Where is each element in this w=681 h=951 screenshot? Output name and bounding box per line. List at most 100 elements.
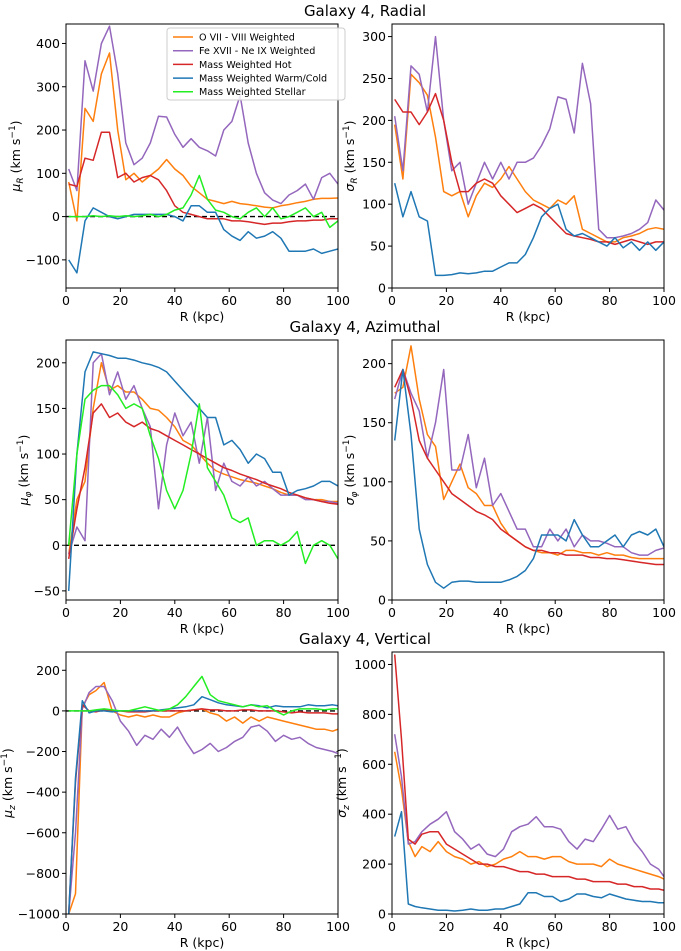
y-axis-label: σz (km s−1): [334, 748, 352, 818]
y-tick-label: 150: [362, 155, 386, 170]
y-tick-label: 200: [362, 857, 386, 872]
x-tick-label: 100: [326, 919, 350, 934]
y-tick-label: 400: [362, 807, 386, 822]
series-line-ovii: [393, 751, 664, 880]
x-tick-label: 20: [112, 605, 128, 620]
y-tick-label: 0: [52, 209, 60, 224]
legend-label-stellar: Mass Weighted Stellar: [199, 87, 306, 98]
y-axis-label: μR (km s−1): [8, 120, 26, 192]
x-tick-label: 20: [112, 293, 128, 308]
x-tick-label: 100: [652, 605, 676, 620]
legend-box: [166, 27, 346, 101]
plot-frame: [65, 651, 339, 915]
x-tick-label: 60: [547, 919, 563, 934]
y-axis-label: μz (km s−1): [0, 748, 18, 819]
y-axis-label: σφ (km s−1): [342, 435, 360, 506]
series-line-fexvii: [393, 368, 664, 556]
series-line-stellar: [68, 675, 338, 716]
series-line-warm: [393, 810, 664, 912]
y-tick-label: −400: [26, 785, 60, 800]
y-tick-label: 200: [36, 663, 60, 678]
series-line-fexvii: [67, 25, 338, 205]
y-tick-label: −1000: [18, 907, 60, 922]
x-axis-label: R (kpc): [180, 621, 224, 636]
y-tick-label: 200: [36, 355, 60, 370]
chart-title: Galaxy 4, Radial: [304, 2, 426, 20]
x-tick-label: 20: [438, 919, 454, 934]
x-axis-label: R (kpc): [180, 935, 224, 950]
x-axis-label: R (kpc): [180, 309, 224, 324]
y-tick-label: −200: [26, 744, 60, 759]
plot-frame: [65, 23, 339, 289]
panel-radial-mu: Galaxy 4, Radial 0 20 40 60 80 100 −100 0 100 200 3…: [8, 2, 426, 324]
x-tick-label: 20: [438, 605, 454, 620]
x-tick-label: 0: [388, 605, 396, 620]
y-tick-label: 100: [362, 474, 386, 489]
series-line-fexvii: [67, 685, 338, 914]
series-line-hot: [393, 654, 664, 892]
x-tick-label: 80: [602, 919, 618, 934]
y-tick-label: 300: [36, 79, 60, 94]
x-tick-label: 100: [652, 919, 676, 934]
plot-frame: [391, 651, 665, 915]
series-line-hot: [67, 403, 338, 560]
series-line-warm: [393, 183, 664, 277]
y-tick-label: 250: [362, 71, 386, 86]
y-tick-label: 0: [52, 703, 60, 718]
y-tick-label: −800: [26, 866, 60, 881]
y-tick-label: 300: [362, 29, 386, 44]
series-line-ovii: [394, 345, 664, 560]
series-line-hot: [394, 92, 664, 246]
x-tick-label: 60: [221, 919, 237, 934]
series-line-stellar: [68, 174, 338, 229]
plot-frame: [391, 23, 665, 289]
series-line-hot: [394, 368, 664, 566]
series-line-fexvii: [67, 352, 338, 555]
y-tick-label: 100: [362, 197, 386, 212]
y-tick-label: 0: [378, 593, 386, 608]
y-tick-label: 50: [370, 533, 386, 548]
x-tick-label: 40: [167, 605, 183, 620]
y-tick-label: −50: [34, 583, 60, 598]
chart-title: Galaxy 4, Vertical: [299, 630, 431, 648]
x-tick-label: 80: [602, 293, 618, 308]
series-line-warm: [67, 351, 338, 591]
x-tick-label: 0: [62, 605, 70, 620]
y-tick-label: 100: [36, 447, 60, 462]
y-tick-label: 100: [36, 166, 60, 181]
plot-frame: [391, 339, 665, 601]
x-tick-label: 40: [167, 293, 183, 308]
series-line-warm: [67, 695, 338, 914]
y-tick-label: 0: [378, 907, 386, 922]
x-tick-label: 100: [652, 293, 676, 308]
x-axis-label: R (kpc): [506, 621, 550, 636]
series-line-ovii: [393, 73, 664, 243]
y-tick-label: 800: [362, 707, 386, 722]
plot-frame: [65, 339, 339, 601]
legend-label-fexvii: Fe XVII - Ne IX Weighted: [199, 46, 315, 57]
x-tick-label: 0: [388, 919, 396, 934]
y-axis-label: μφ (km s−1): [16, 435, 34, 507]
series-line-hot: [68, 131, 338, 226]
y-tick-label: 0: [52, 538, 60, 553]
x-tick-label: 80: [276, 605, 292, 620]
series-line-ovii: [67, 52, 338, 222]
legend: O VII - VIII Weighted Fe XVII - Ne IX Wei…: [166, 27, 346, 101]
x-tick-label: 60: [547, 605, 563, 620]
y-tick-label: 150: [362, 415, 386, 430]
x-tick-label: 100: [326, 605, 350, 620]
y-tick-label: 50: [370, 239, 386, 254]
x-tick-label: 20: [112, 919, 128, 934]
y-tick-label: 1000: [354, 657, 386, 672]
x-tick-label: 40: [493, 605, 509, 620]
x-tick-label: 20: [438, 293, 454, 308]
legend-label-ovii: O VII - VIII Weighted: [199, 32, 295, 43]
y-axis-label: σR (km s−1): [342, 120, 360, 191]
x-tick-label: 80: [602, 605, 618, 620]
y-tick-label: 600: [362, 757, 386, 772]
legend-label-warm: Mass Weighted Warm/Cold: [199, 74, 327, 85]
y-tick-label: −600: [26, 825, 60, 840]
series-line-warm: [393, 368, 664, 589]
